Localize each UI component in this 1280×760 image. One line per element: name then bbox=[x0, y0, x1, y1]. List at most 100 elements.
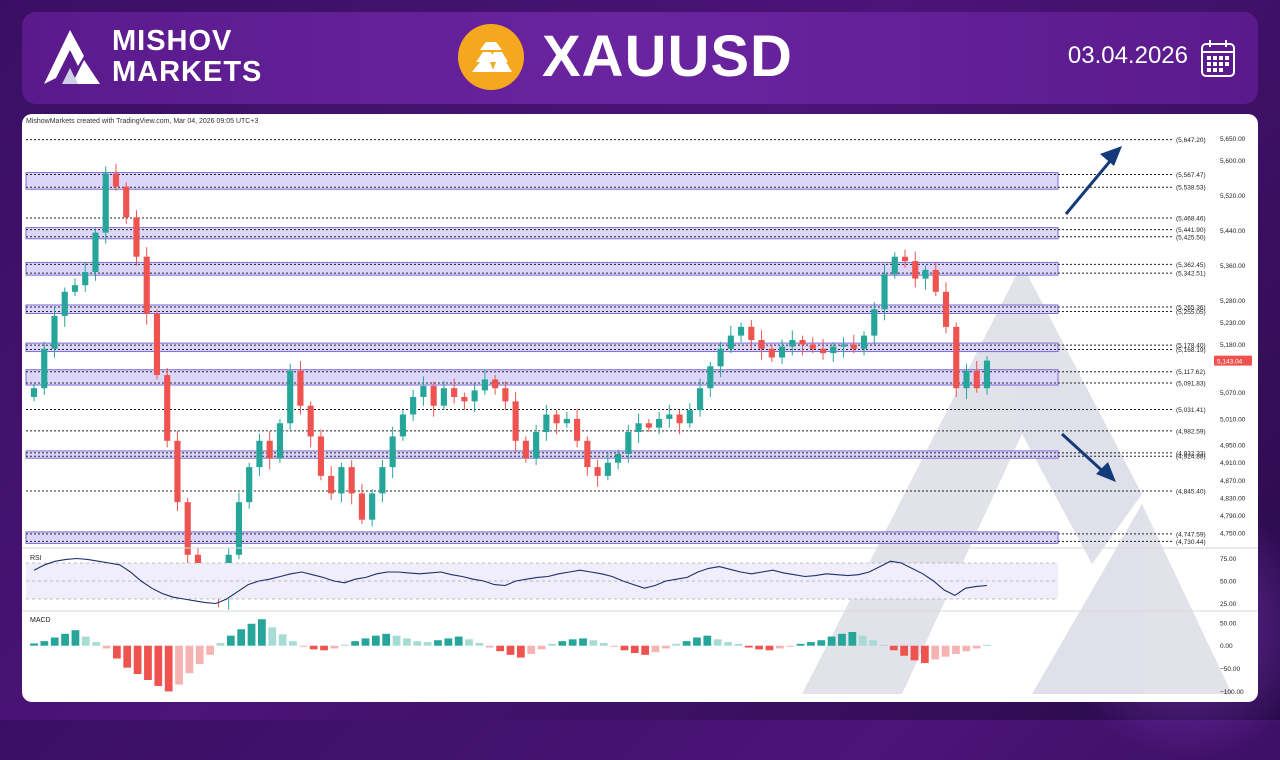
candle bbox=[123, 182, 130, 224]
candle bbox=[932, 262, 939, 297]
candle-body bbox=[860, 335, 868, 349]
candle bbox=[266, 431, 273, 470]
candle bbox=[82, 262, 89, 292]
candle bbox=[850, 334, 857, 354]
candle-body bbox=[369, 493, 376, 520]
brand-name: MISHOV MARKETS bbox=[112, 26, 262, 88]
macd-bar bbox=[226, 635, 235, 646]
candle bbox=[276, 418, 284, 463]
candle-body bbox=[881, 274, 888, 310]
candle-body bbox=[819, 348, 827, 354]
candle-body bbox=[553, 414, 560, 424]
macd-bar bbox=[216, 642, 225, 646]
candle-body bbox=[727, 335, 734, 349]
candle-body bbox=[901, 256, 909, 262]
macd-bar bbox=[548, 643, 556, 646]
price-tick-label: 5,440.00 bbox=[1220, 228, 1246, 235]
macd-bar bbox=[931, 645, 940, 660]
macd-bar bbox=[92, 642, 101, 646]
candle bbox=[440, 381, 447, 411]
candle bbox=[604, 453, 611, 481]
candle-body bbox=[174, 440, 181, 503]
candle bbox=[133, 210, 140, 266]
candle-body bbox=[522, 440, 529, 459]
tradingview-credit: MishowMarkets created with TradingView.c… bbox=[26, 118, 259, 125]
candle bbox=[461, 392, 468, 411]
candle bbox=[358, 483, 365, 525]
macd-bar bbox=[133, 645, 142, 675]
candle-body bbox=[256, 440, 263, 468]
rsi-label: RSI bbox=[30, 555, 42, 562]
candle-body bbox=[358, 493, 365, 520]
price-tick-label: 5,280.00 bbox=[1220, 298, 1246, 305]
macd-bar bbox=[278, 634, 287, 646]
candle bbox=[768, 344, 775, 362]
macd-bar bbox=[330, 645, 339, 649]
candle-body bbox=[379, 467, 386, 494]
down-arrow-icon bbox=[1060, 432, 1116, 482]
macd-bar bbox=[289, 641, 297, 646]
candle-body bbox=[338, 467, 345, 494]
macd-bar bbox=[651, 645, 660, 653]
macd-bar bbox=[537, 645, 546, 650]
candle bbox=[328, 466, 335, 500]
candle-body bbox=[604, 462, 611, 476]
candle-body bbox=[430, 386, 437, 406]
macd-bar bbox=[579, 638, 587, 646]
candle-body bbox=[246, 467, 253, 503]
candle-body bbox=[71, 285, 79, 292]
level-label: (5,255.05) bbox=[1176, 309, 1206, 316]
macd-bar bbox=[516, 645, 525, 658]
candle bbox=[307, 401, 314, 448]
sr-zone bbox=[25, 172, 1059, 190]
macd-bar bbox=[734, 643, 743, 646]
candle-body bbox=[512, 401, 519, 441]
macd-bar bbox=[206, 645, 214, 655]
macd-bar bbox=[175, 645, 183, 685]
candle bbox=[410, 389, 417, 422]
candle bbox=[338, 462, 345, 503]
level-label: (4,747.59) bbox=[1176, 531, 1206, 538]
price-tick-label: 5,010.00 bbox=[1220, 416, 1246, 423]
price-tick-label: 5,650.00 bbox=[1220, 136, 1246, 143]
candle bbox=[574, 409, 581, 448]
macd-bar bbox=[268, 627, 277, 646]
rsi-line bbox=[33, 557, 988, 605]
candle bbox=[30, 383, 38, 402]
candle-body bbox=[666, 414, 673, 419]
candle bbox=[102, 166, 109, 244]
macd-bar bbox=[972, 645, 981, 649]
current-price-label: 5,143.04 bbox=[1217, 359, 1243, 366]
macd-bar bbox=[589, 640, 598, 646]
candle bbox=[871, 302, 878, 345]
candle bbox=[737, 322, 745, 343]
candle-body bbox=[317, 436, 324, 476]
level-label: (5,441.90) bbox=[1176, 227, 1206, 234]
candle bbox=[973, 361, 980, 393]
candle bbox=[61, 287, 68, 327]
candle bbox=[256, 433, 263, 476]
candle-body bbox=[133, 217, 140, 257]
macd-bar bbox=[807, 642, 815, 646]
macd-bar bbox=[392, 635, 401, 646]
level-label: (5,567.47) bbox=[1176, 172, 1206, 179]
macd-tick-label: −50.00 bbox=[1220, 666, 1240, 673]
macd-bar bbox=[962, 645, 971, 652]
candle bbox=[615, 449, 622, 470]
candle bbox=[317, 429, 324, 481]
macd-bar bbox=[879, 644, 888, 646]
macd-bar bbox=[351, 641, 360, 646]
macd-bar bbox=[941, 645, 950, 657]
candle-body bbox=[41, 348, 48, 389]
rsi-tick-label: 25.00 bbox=[1220, 601, 1237, 608]
chart-panel: MishowMarkets created with TradingView.c… bbox=[22, 114, 1258, 702]
candle bbox=[584, 436, 591, 476]
macd-bar bbox=[661, 645, 670, 649]
macd-bar bbox=[237, 629, 246, 646]
macd-bar bbox=[340, 644, 349, 646]
macd-bar bbox=[112, 645, 121, 659]
macd-bar bbox=[454, 636, 463, 646]
level-label: (5,178.40) bbox=[1176, 343, 1206, 350]
candle-body bbox=[420, 386, 427, 397]
candle-body bbox=[123, 186, 130, 218]
